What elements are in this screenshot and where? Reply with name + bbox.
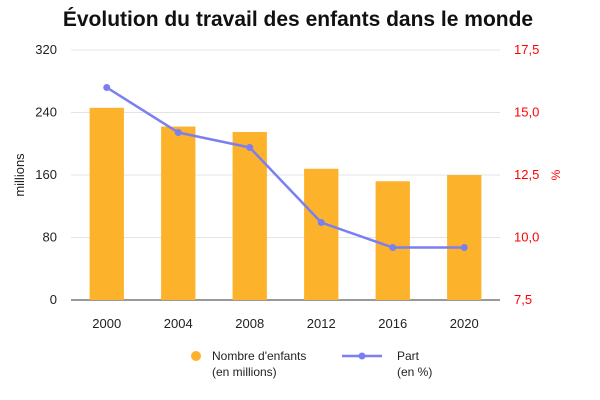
legend-bar-marker <box>191 351 201 361</box>
y2-axis-ticks: 7,5 10,0 12,5 15,0 17,5 <box>514 42 539 307</box>
y-tick-label: 80 <box>43 230 57 245</box>
legend-bar-label: Nombre d'enfants <box>212 349 306 363</box>
y-tick-label: 0 <box>50 292 57 307</box>
y2-axis-label: % <box>549 169 563 180</box>
x-tick-label: 2008 <box>235 316 264 331</box>
bar <box>161 126 196 300</box>
x-tick-label: 2020 <box>450 316 479 331</box>
y2-tick-label: 15,0 <box>514 105 539 120</box>
x-tick-label: 2016 <box>378 316 407 331</box>
line-point <box>317 219 325 226</box>
y-tick-label: 240 <box>35 105 57 120</box>
x-tick-label: 2012 <box>307 316 336 331</box>
line-point <box>174 129 182 136</box>
line-point <box>103 84 111 91</box>
bar <box>375 181 410 300</box>
x-axis-ticks: 2000 2004 2008 2012 2016 2020 <box>92 316 478 331</box>
bar <box>304 168 339 300</box>
line-point <box>246 144 254 151</box>
bar-series <box>89 107 482 300</box>
y2-tick-label: 7,5 <box>514 292 532 307</box>
y2-tick-label: 17,5 <box>514 42 539 57</box>
legend-bar-label-unit: (en millions) <box>212 365 277 379</box>
y2-tick-label: 10,0 <box>514 230 539 245</box>
legend: Nombre d'enfants (en millions) Part (en … <box>191 349 432 379</box>
x-tick-label: 2004 <box>164 316 193 331</box>
legend-line-point <box>358 352 366 360</box>
legend-line-label: Part <box>397 349 420 363</box>
bar <box>232 132 267 300</box>
bar <box>447 175 482 300</box>
grid <box>71 49 500 301</box>
y-axis-ticks: 0 80 160 240 320 <box>35 42 57 307</box>
y2-tick-label: 12,5 <box>514 167 539 182</box>
y-axis-label: millions <box>12 153 27 197</box>
legend-line-label-unit: (en %) <box>397 365 432 379</box>
x-tick-label: 2000 <box>92 316 121 331</box>
bar <box>89 107 124 300</box>
y-tick-label: 160 <box>35 167 57 182</box>
line-point <box>389 244 397 251</box>
y-tick-label: 320 <box>35 42 57 57</box>
series-line <box>106 86 465 249</box>
chart-title: Évolution du travail des enfants dans le… <box>63 8 533 31</box>
line-series <box>103 84 468 251</box>
line-point <box>460 244 468 251</box>
